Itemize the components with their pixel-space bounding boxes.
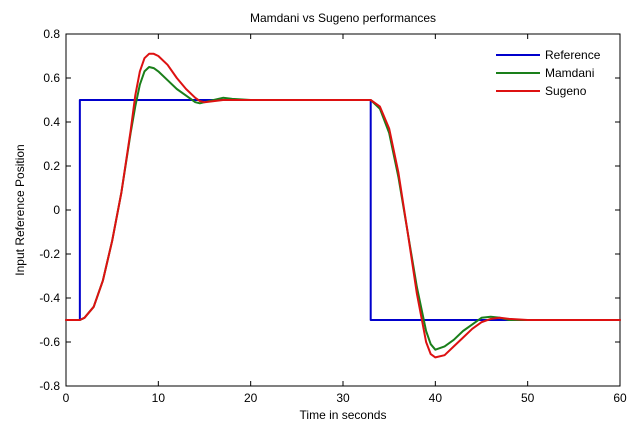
legend-label-sugeno: Sugeno: [545, 84, 587, 98]
legend-label-mamdani: Mamdani: [545, 66, 594, 80]
y-tick-label: -0.4: [39, 291, 60, 305]
x-tick-label: 20: [244, 391, 258, 405]
x-tick-label: 30: [336, 391, 350, 405]
legend: Reference Mamdani Sugeno: [484, 40, 614, 108]
chart-title: Mamdani vs Sugeno performances: [250, 11, 436, 25]
y-tick-label: 0.4: [43, 115, 60, 129]
x-tick-label: 60: [613, 391, 627, 405]
x-tick-label: 40: [429, 391, 443, 405]
y-tick-label: -0.8: [39, 379, 60, 393]
y-tick-label: 0: [53, 203, 60, 217]
y-tick-label: 0.6: [43, 71, 60, 85]
y-tick-label: -0.2: [39, 247, 60, 261]
x-tick-label: 10: [152, 391, 166, 405]
y-tick-label: 0.2: [43, 159, 60, 173]
y-axis-title: Input Reference Position: [13, 144, 27, 275]
legend-label-reference: Reference: [545, 48, 601, 62]
x-tick-label: 0: [63, 391, 70, 405]
y-tick-label: -0.6: [39, 335, 60, 349]
x-axis-title: Time in seconds: [300, 408, 387, 422]
x-tick-label: 50: [521, 391, 535, 405]
y-tick-label: 0.8: [43, 27, 60, 41]
